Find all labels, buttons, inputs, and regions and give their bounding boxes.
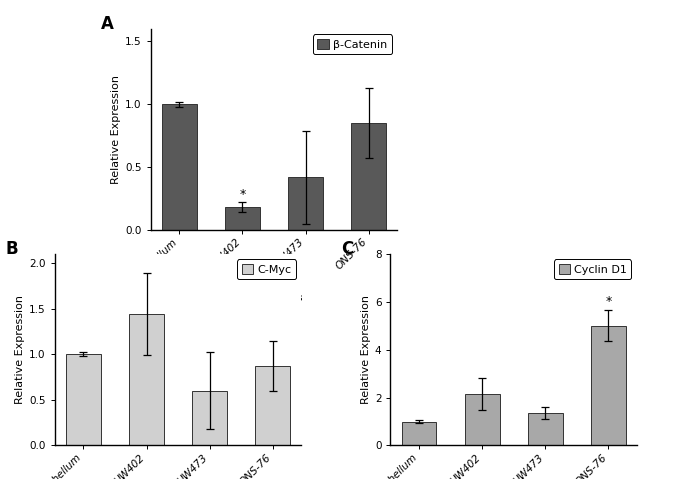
Y-axis label: Relative Expression: Relative Expression <box>360 295 371 404</box>
Bar <box>591 326 626 445</box>
Bar <box>401 422 436 445</box>
Bar <box>465 394 499 445</box>
Legend: β-Catenin: β-Catenin <box>313 34 392 54</box>
Legend: C-Myc: C-Myc <box>237 260 296 279</box>
Y-axis label: Relative Expression: Relative Expression <box>111 75 121 184</box>
Y-axis label: Relative Expression: Relative Expression <box>15 295 25 404</box>
Text: B: B <box>5 240 18 259</box>
Bar <box>192 391 227 445</box>
Bar <box>256 366 290 445</box>
Text: *: * <box>606 295 612 308</box>
Bar <box>288 177 323 230</box>
Bar <box>351 123 386 230</box>
Bar <box>528 413 562 445</box>
X-axis label: Cell lines: Cell lines <box>246 293 302 303</box>
Bar <box>162 104 197 230</box>
Bar <box>225 207 260 230</box>
Bar <box>129 314 164 445</box>
Legend: Cyclin D1: Cyclin D1 <box>554 260 632 279</box>
Text: C: C <box>341 240 353 259</box>
Text: A: A <box>101 15 114 33</box>
Text: *: * <box>239 188 245 201</box>
Bar <box>66 354 101 445</box>
